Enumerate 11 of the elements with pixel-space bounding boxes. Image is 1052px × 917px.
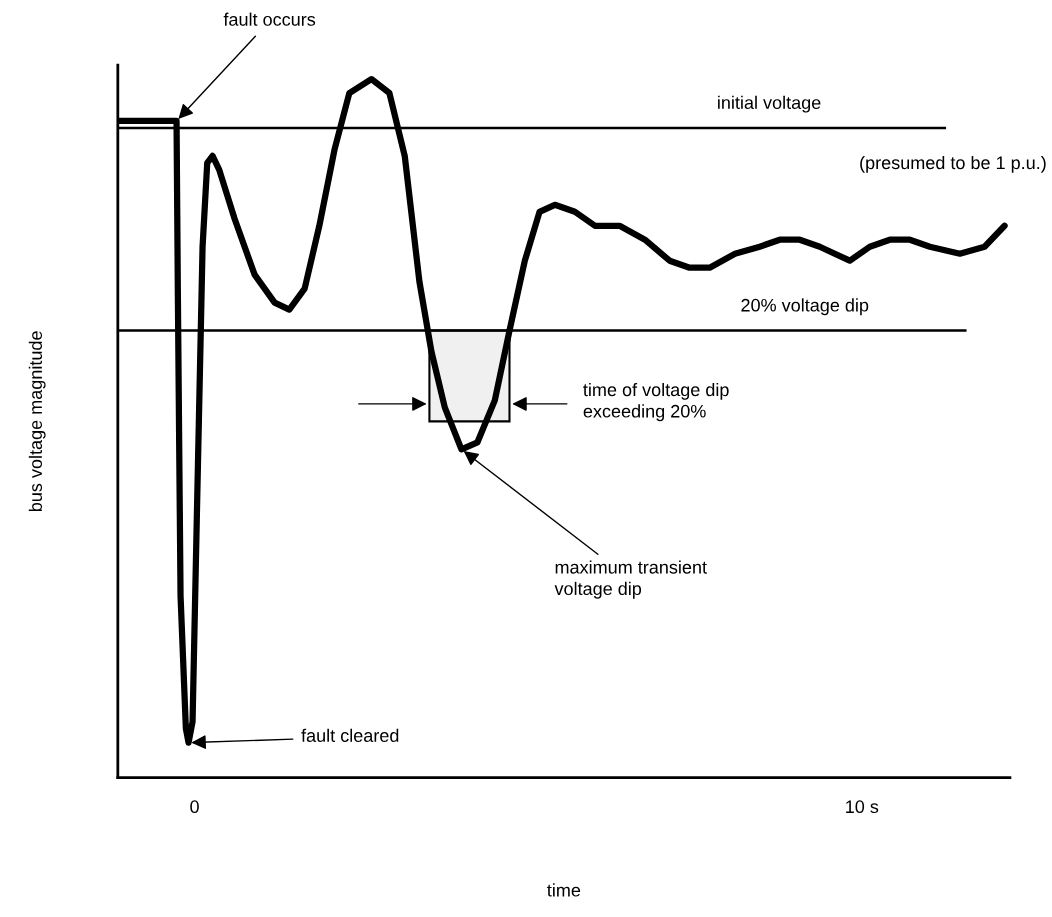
ref-line-label: 20% voltage dip (741, 298, 869, 316)
y-axis-title: bus voltage magnitude (28, 331, 46, 512)
annotation: fault cleared (301, 728, 399, 742)
x-tick-label: 10 s (846, 800, 879, 814)
annotation: (presumed to be 1 p.u.) (860, 155, 1046, 173)
band-label: time of voltage dip exceeding 20% (583, 382, 729, 422)
annotation: fault occurs (223, 12, 316, 26)
annotation: maximum transient voltage dip (554, 560, 707, 599)
x-tick-label: 0 (190, 800, 199, 814)
ref-line-label: initial voltage (718, 95, 821, 113)
x-axis-title: time (547, 883, 581, 897)
